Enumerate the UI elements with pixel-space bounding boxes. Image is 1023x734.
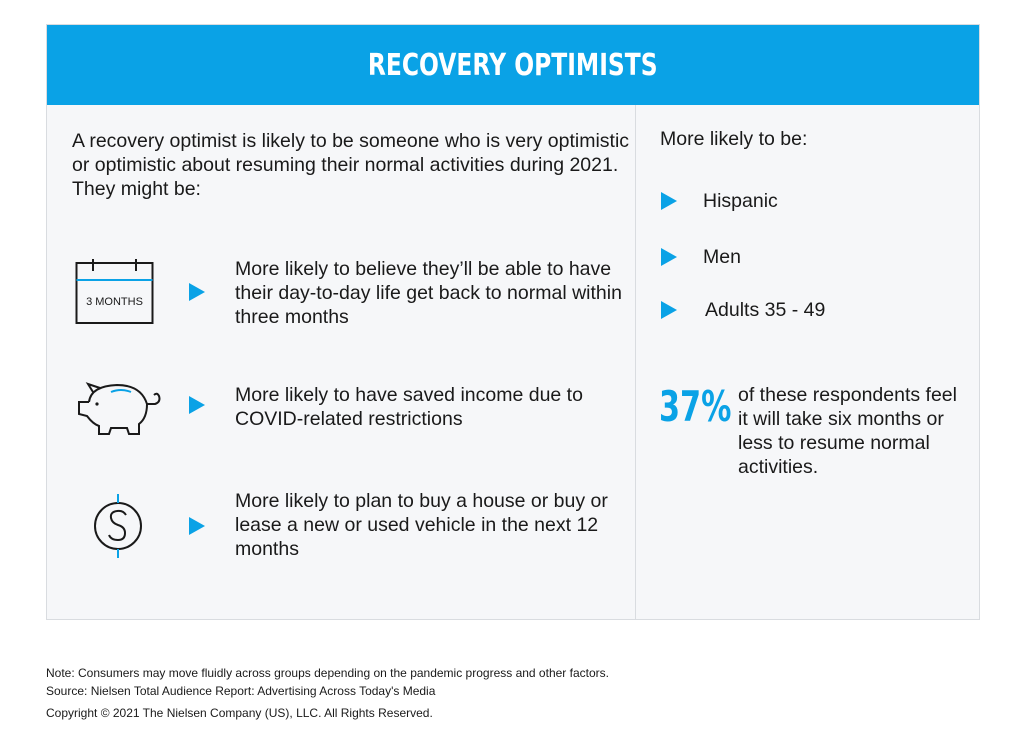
stat-value: 37% — [659, 382, 732, 431]
demographic-label: Adults 35 - 49 — [705, 299, 826, 321]
play-arrow-icon — [189, 517, 205, 540]
stat-block: 37% of these respondents feel it will ta… — [659, 383, 969, 513]
play-arrow-icon — [661, 192, 677, 210]
demographic-item: Adults 35 - 49 — [661, 298, 825, 322]
intro-text: A recovery optimist is likely to be some… — [72, 130, 630, 176]
demographic-item: Hispanic — [661, 189, 778, 213]
intro-lead: They might be: — [72, 178, 201, 200]
footnotes: Note: Consumers may move fluidly across … — [46, 664, 609, 700]
calendar-icon: 3 MONTHS — [75, 259, 155, 330]
intro-block: A recovery optimist is likely to be some… — [72, 129, 632, 201]
trait-text: More likely to plan to buy a house or bu… — [235, 490, 608, 560]
copyright-text: Copyright © 2021 The Nielsen Company (US… — [46, 706, 433, 720]
trait-text: More likely to believe they’ll be able t… — [235, 258, 622, 328]
play-arrow-icon — [661, 248, 677, 266]
demographic-label: Hispanic — [703, 190, 778, 212]
play-arrow-icon — [189, 396, 205, 419]
piggy-bank-icon — [75, 380, 165, 445]
demographics-heading: More likely to be: — [660, 128, 808, 150]
demographic-item: Men — [661, 245, 741, 269]
stat-text: of these respondents feel it will take s… — [738, 384, 957, 478]
calendar-icon-label: 3 MONTHS — [86, 296, 143, 308]
demographic-label: Men — [703, 246, 741, 268]
dollar-coin-icon — [75, 494, 159, 563]
source-text: Source: Nielsen Total Audience Report: A… — [46, 684, 436, 698]
trait-text: More likely to have saved income due to … — [235, 384, 583, 430]
play-arrow-icon — [189, 283, 205, 306]
column-divider — [635, 105, 636, 619]
title-banner: RECOVERY OPTIMISTS — [47, 25, 979, 105]
note-text: Note: Consumers may move fluidly across … — [46, 666, 609, 680]
play-arrow-icon — [661, 301, 677, 319]
infographic-card: RECOVERY OPTIMISTS A recovery optimist i… — [46, 24, 980, 620]
page-title: RECOVERY OPTIMISTS — [368, 47, 658, 83]
